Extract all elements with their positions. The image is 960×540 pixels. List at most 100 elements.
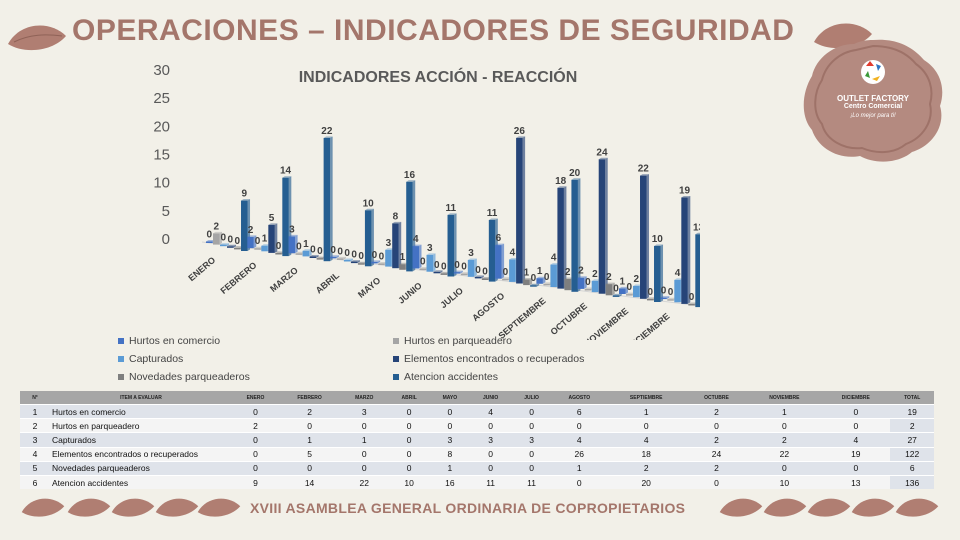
data-label: 0: [482, 267, 488, 278]
bar-top: [626, 292, 636, 295]
data-label: 2: [592, 269, 598, 280]
data-label: 0: [227, 234, 233, 245]
table-cell: 0: [511, 403, 552, 419]
table-cell: 0: [388, 460, 430, 476]
bar: [577, 277, 585, 289]
bar-top: [336, 256, 346, 259]
table-item-cell: Atencion accidentes: [50, 474, 232, 490]
table-cell: 0: [821, 460, 891, 476]
table-cell: 0: [340, 418, 389, 433]
legend-swatch: [118, 374, 124, 380]
bar-side: [542, 276, 546, 284]
legend-label: Capturados: [129, 353, 184, 365]
leaf-icon: [197, 498, 241, 517]
bar-top: [633, 284, 643, 286]
bar: [254, 248, 261, 250]
table-row: 6 Atencion accidentes 9 14 22 10 16 11 11 0 20 0 10 1…: [20, 474, 934, 490]
bar: [213, 233, 220, 245]
bar-top: [557, 186, 567, 188]
bar: [481, 278, 489, 280]
table-cell: 18: [606, 446, 686, 462]
bar-top: [206, 240, 215, 242]
leaf-icon: [763, 498, 807, 517]
bar-top: [530, 283, 540, 286]
bar-side: [288, 176, 292, 257]
bar: [385, 249, 392, 267]
chart-title: INDICADORES ACCIÓN - REACCIÓN: [299, 67, 578, 86]
bar: [647, 298, 654, 301]
bar: [667, 299, 674, 301]
table-cell: 2: [685, 432, 748, 448]
legend-swatch: [118, 356, 124, 362]
table-cell: 2: [747, 432, 822, 448]
x-tick-label: FEBRERO: [218, 260, 258, 296]
bar: [316, 258, 324, 260]
page-title: OPERACIONES – INDICADORES DE SEGURIDAD: [72, 14, 795, 47]
bar: [323, 138, 331, 262]
bar: [523, 279, 530, 286]
table-cell: 10: [388, 474, 430, 490]
bar-side: [605, 157, 608, 294]
y-tick-label: 0: [162, 231, 170, 248]
table-header-cell: MARZO: [340, 391, 389, 405]
data-label: 8: [393, 211, 399, 222]
leaf-icon: [807, 498, 851, 517]
data-label: 0: [689, 292, 695, 303]
bar-top: [227, 244, 237, 247]
bar: [350, 261, 358, 264]
data-label: 0: [220, 233, 226, 244]
table-cell: 14: [278, 474, 341, 490]
bar-top: [213, 231, 223, 234]
data-label: 0: [330, 245, 336, 256]
bar-top: [254, 246, 264, 249]
table-row: 3 Capturados 0 1 1 0 3 3 3 4 4 2 2 4 27: [20, 432, 934, 448]
bar: [433, 271, 441, 274]
data-label: 1: [262, 234, 268, 245]
bar: [234, 247, 241, 250]
bar: [488, 220, 496, 282]
bar: [550, 264, 557, 287]
data-label: 0: [310, 245, 316, 256]
bar-top: [357, 261, 367, 264]
data-label: 0: [503, 267, 509, 278]
table-header-cell: ENERO: [232, 391, 279, 405]
table-cell: 10: [747, 474, 822, 490]
bar-top: [343, 258, 353, 260]
bar-side: [529, 278, 533, 286]
bar: [460, 273, 468, 276]
table-cell: 0: [606, 418, 686, 433]
data-label: 10: [363, 198, 375, 209]
bar: [516, 137, 523, 284]
table-cell: 0: [685, 474, 748, 490]
table-row: 1 Hurtos en comercio 0 2 3 0 0 4 0 6 1 2 1 0 19: [20, 403, 934, 419]
bar-top: [220, 243, 230, 245]
table-cell: 2: [685, 460, 748, 476]
bar-side: [666, 296, 670, 300]
legend-swatch: [393, 374, 399, 380]
bar-top: [619, 286, 628, 289]
bar-top: [323, 136, 333, 138]
table-header-cell: OCTUBRE: [685, 391, 748, 405]
bar-top: [502, 277, 512, 279]
data-label: 0: [206, 230, 212, 241]
data-label: 0: [544, 272, 550, 283]
bar-top: [392, 221, 402, 224]
bar-side: [584, 276, 587, 289]
table-cell: 0: [388, 432, 430, 448]
data-label: 1: [524, 268, 530, 279]
bar: [399, 264, 406, 270]
table-cell: 0: [388, 403, 430, 419]
bar: [564, 279, 571, 291]
leaf-icon: [719, 498, 763, 517]
x-tick-label: SEPTIEMBRE: [496, 296, 547, 340]
bar: [453, 272, 461, 274]
bar: [536, 278, 543, 284]
bar: [220, 244, 227, 247]
legend-swatch: [393, 338, 399, 344]
table-item-cell: Novedades parqueaderos: [50, 460, 232, 476]
data-label: 11: [445, 203, 456, 214]
bar: [288, 236, 296, 254]
data-label: 6: [496, 233, 502, 244]
data-label: 0: [372, 250, 378, 261]
data-label: 2: [578, 266, 584, 277]
